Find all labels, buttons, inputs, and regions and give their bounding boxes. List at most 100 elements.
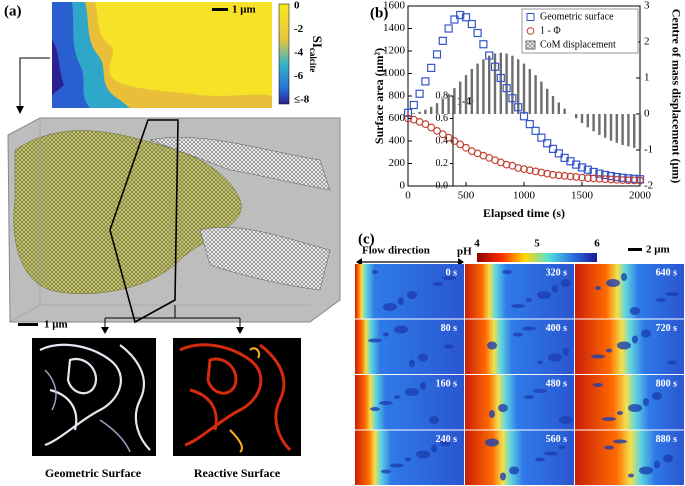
marker bbox=[444, 133, 453, 142]
marker bbox=[421, 77, 430, 86]
grain bbox=[628, 404, 642, 412]
ph-tick-label: 5 bbox=[534, 238, 540, 250]
legend-box bbox=[521, 8, 639, 54]
bar bbox=[517, 59, 520, 114]
colorbar-tick-label: -2 bbox=[294, 23, 304, 35]
marker bbox=[438, 130, 447, 139]
scale-bar-label: 1 μm bbox=[232, 4, 256, 16]
grain bbox=[429, 416, 439, 424]
bar bbox=[598, 114, 601, 135]
marker bbox=[496, 73, 505, 83]
marker bbox=[427, 123, 436, 132]
grain bbox=[606, 279, 620, 287]
marker bbox=[409, 100, 418, 110]
grain bbox=[398, 297, 404, 305]
time-label: 400 s bbox=[546, 323, 568, 334]
time-label: 560 s bbox=[546, 434, 568, 445]
grain bbox=[405, 388, 419, 396]
bar bbox=[557, 102, 560, 114]
grain bbox=[502, 270, 512, 274]
bar bbox=[476, 63, 479, 114]
colorbar-tick-label: -4 bbox=[294, 47, 304, 59]
grain bbox=[498, 404, 508, 412]
marker bbox=[490, 62, 500, 71]
legend-label: 1 - Φ bbox=[540, 25, 561, 36]
grain bbox=[537, 291, 551, 299]
grain bbox=[632, 335, 638, 344]
grain bbox=[485, 438, 499, 447]
grain bbox=[593, 383, 603, 387]
bar bbox=[633, 114, 636, 148]
marker bbox=[549, 170, 557, 179]
grain bbox=[559, 416, 573, 424]
grain bbox=[383, 303, 397, 311]
grain bbox=[665, 292, 679, 296]
marker bbox=[589, 174, 598, 183]
y2-tick-label: -1 bbox=[644, 144, 653, 156]
grain bbox=[544, 451, 558, 456]
grain bbox=[548, 353, 562, 362]
grain bbox=[489, 410, 495, 418]
marker bbox=[537, 168, 546, 177]
marker bbox=[462, 143, 470, 152]
ph-map bbox=[465, 319, 574, 374]
marker bbox=[525, 120, 534, 129]
marker bbox=[601, 170, 610, 180]
y-tick-label: 1200 bbox=[383, 45, 406, 57]
bar bbox=[488, 55, 491, 114]
legend-marker bbox=[525, 40, 536, 50]
marker bbox=[456, 140, 465, 149]
bar bbox=[540, 81, 543, 114]
marker bbox=[479, 40, 488, 49]
ph-map bbox=[575, 375, 684, 430]
marker bbox=[554, 149, 563, 158]
marker bbox=[636, 176, 644, 185]
marker bbox=[433, 127, 441, 135]
marker bbox=[427, 63, 436, 72]
marker bbox=[543, 169, 552, 178]
panel-label: (c) bbox=[358, 231, 375, 247]
grain bbox=[641, 329, 651, 338]
marker bbox=[467, 19, 476, 29]
grain bbox=[613, 439, 627, 444]
grain bbox=[559, 445, 565, 450]
marker bbox=[525, 166, 534, 175]
bar bbox=[609, 114, 613, 141]
marker bbox=[508, 94, 517, 103]
grain bbox=[617, 341, 631, 350]
grain bbox=[420, 382, 426, 390]
y-tick-label: 200 bbox=[389, 157, 406, 169]
grain bbox=[431, 444, 437, 453]
bar bbox=[615, 114, 618, 143]
grain bbox=[442, 276, 456, 280]
marker bbox=[601, 175, 610, 183]
y-tick-label: 1600 bbox=[383, 0, 406, 12]
time-label: 0 s bbox=[446, 267, 458, 278]
marker bbox=[566, 172, 575, 181]
arrow bbox=[19, 57, 50, 112]
bar bbox=[551, 96, 555, 114]
grain bbox=[602, 417, 616, 421]
marker bbox=[572, 173, 581, 181]
reactive-surface-image bbox=[173, 338, 301, 456]
grain bbox=[368, 338, 382, 343]
bar bbox=[453, 88, 456, 114]
bar bbox=[534, 75, 537, 114]
bar bbox=[580, 114, 584, 123]
si-map: 1 μm bbox=[52, 2, 272, 108]
grain bbox=[552, 285, 558, 293]
x-tick-label: 500 bbox=[458, 190, 475, 202]
marker bbox=[577, 163, 587, 172]
arrow-head bbox=[16, 106, 24, 114]
legend-label: CoM displacement bbox=[540, 39, 616, 50]
grain bbox=[591, 354, 605, 359]
marker bbox=[438, 36, 447, 45]
grain bbox=[561, 279, 571, 287]
grain bbox=[654, 460, 660, 469]
x-tick-label: 1500 bbox=[571, 190, 594, 202]
marker bbox=[421, 120, 430, 128]
time-label: 240 s bbox=[436, 434, 458, 445]
connector bbox=[104, 305, 241, 330]
legend-marker bbox=[526, 13, 535, 21]
grain bbox=[444, 344, 454, 349]
